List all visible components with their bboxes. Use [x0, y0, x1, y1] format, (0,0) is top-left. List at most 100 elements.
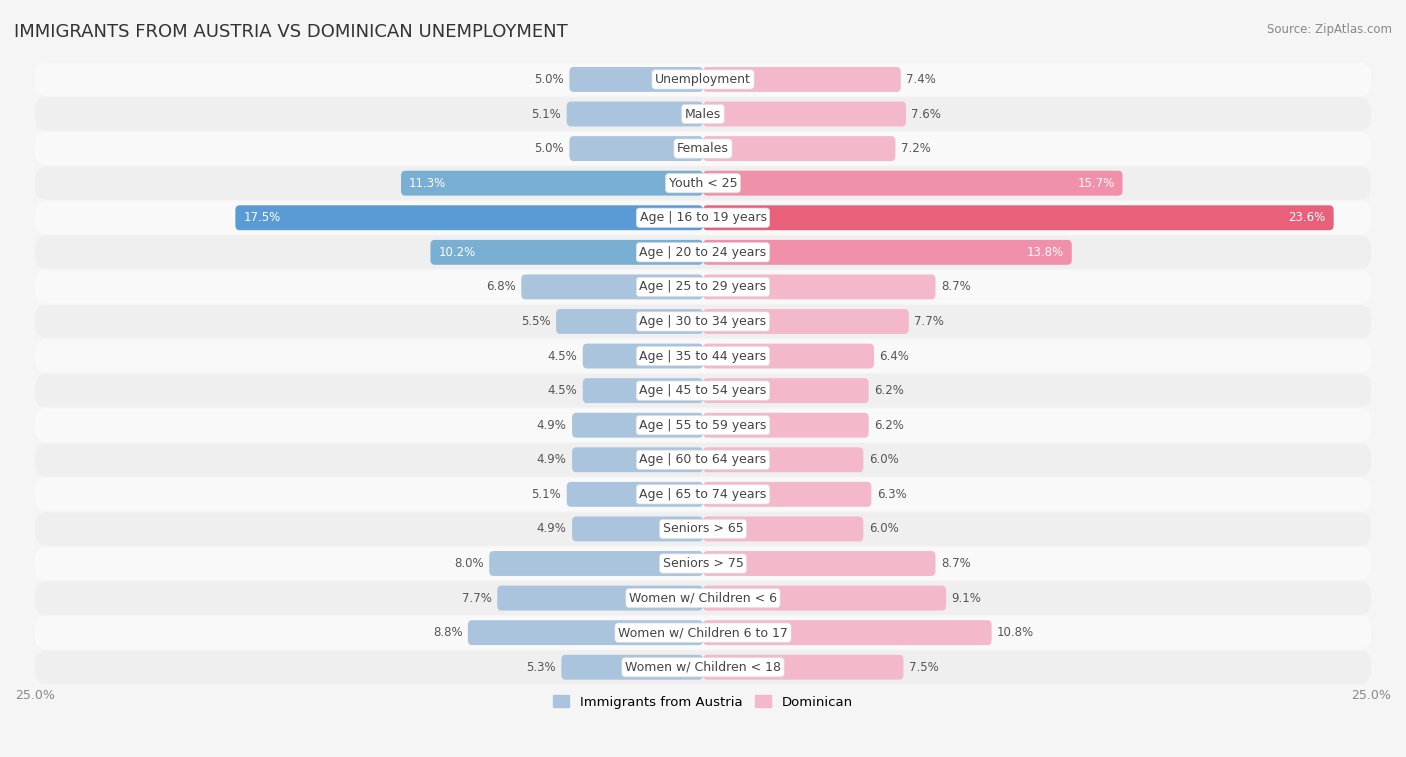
- Text: 6.2%: 6.2%: [875, 419, 904, 431]
- Text: Age | 20 to 24 years: Age | 20 to 24 years: [640, 246, 766, 259]
- Text: 8.7%: 8.7%: [941, 557, 970, 570]
- FancyBboxPatch shape: [35, 651, 1371, 684]
- Text: 8.8%: 8.8%: [433, 626, 463, 639]
- Text: 7.4%: 7.4%: [905, 73, 936, 86]
- FancyBboxPatch shape: [569, 136, 703, 161]
- Text: 23.6%: 23.6%: [1288, 211, 1326, 224]
- FancyBboxPatch shape: [703, 275, 935, 299]
- FancyBboxPatch shape: [582, 378, 703, 403]
- FancyBboxPatch shape: [498, 586, 703, 611]
- FancyBboxPatch shape: [430, 240, 703, 265]
- FancyBboxPatch shape: [235, 205, 703, 230]
- FancyBboxPatch shape: [703, 344, 875, 369]
- FancyBboxPatch shape: [703, 205, 1334, 230]
- FancyBboxPatch shape: [35, 305, 1371, 338]
- Legend: Immigrants from Austria, Dominican: Immigrants from Austria, Dominican: [548, 690, 858, 714]
- FancyBboxPatch shape: [703, 171, 1122, 195]
- FancyBboxPatch shape: [489, 551, 703, 576]
- Text: Seniors > 65: Seniors > 65: [662, 522, 744, 535]
- Text: 17.5%: 17.5%: [243, 211, 281, 224]
- FancyBboxPatch shape: [582, 344, 703, 369]
- FancyBboxPatch shape: [703, 516, 863, 541]
- Text: 5.0%: 5.0%: [534, 142, 564, 155]
- Text: 5.3%: 5.3%: [526, 661, 555, 674]
- Text: 10.8%: 10.8%: [997, 626, 1033, 639]
- FancyBboxPatch shape: [703, 586, 946, 611]
- Text: 7.6%: 7.6%: [911, 107, 941, 120]
- Text: Seniors > 75: Seniors > 75: [662, 557, 744, 570]
- Text: 4.5%: 4.5%: [548, 384, 578, 397]
- FancyBboxPatch shape: [35, 478, 1371, 511]
- Text: 5.1%: 5.1%: [531, 107, 561, 120]
- Text: 8.7%: 8.7%: [941, 280, 970, 294]
- FancyBboxPatch shape: [703, 309, 908, 334]
- Text: 4.5%: 4.5%: [548, 350, 578, 363]
- FancyBboxPatch shape: [703, 240, 1071, 265]
- FancyBboxPatch shape: [401, 171, 703, 195]
- FancyBboxPatch shape: [703, 551, 935, 576]
- Text: 9.1%: 9.1%: [952, 591, 981, 605]
- FancyBboxPatch shape: [35, 409, 1371, 442]
- Text: Age | 65 to 74 years: Age | 65 to 74 years: [640, 488, 766, 501]
- Text: Age | 16 to 19 years: Age | 16 to 19 years: [640, 211, 766, 224]
- Text: 25.0%: 25.0%: [15, 689, 55, 702]
- FancyBboxPatch shape: [35, 63, 1371, 96]
- Text: 6.3%: 6.3%: [877, 488, 907, 501]
- Text: 10.2%: 10.2%: [439, 246, 475, 259]
- Text: 15.7%: 15.7%: [1077, 176, 1115, 190]
- FancyBboxPatch shape: [35, 339, 1371, 372]
- Text: Source: ZipAtlas.com: Source: ZipAtlas.com: [1267, 23, 1392, 36]
- FancyBboxPatch shape: [703, 136, 896, 161]
- Text: 11.3%: 11.3%: [409, 176, 446, 190]
- Text: 13.8%: 13.8%: [1026, 246, 1064, 259]
- FancyBboxPatch shape: [703, 482, 872, 506]
- Text: 8.0%: 8.0%: [454, 557, 484, 570]
- FancyBboxPatch shape: [35, 374, 1371, 407]
- FancyBboxPatch shape: [522, 275, 703, 299]
- FancyBboxPatch shape: [35, 512, 1371, 546]
- Text: Unemployment: Unemployment: [655, 73, 751, 86]
- Text: Youth < 25: Youth < 25: [669, 176, 737, 190]
- FancyBboxPatch shape: [567, 482, 703, 506]
- Text: Males: Males: [685, 107, 721, 120]
- FancyBboxPatch shape: [572, 447, 703, 472]
- FancyBboxPatch shape: [703, 378, 869, 403]
- FancyBboxPatch shape: [35, 98, 1371, 131]
- FancyBboxPatch shape: [35, 201, 1371, 235]
- Text: 6.0%: 6.0%: [869, 453, 898, 466]
- Text: 7.2%: 7.2%: [901, 142, 931, 155]
- FancyBboxPatch shape: [555, 309, 703, 334]
- Text: 6.0%: 6.0%: [869, 522, 898, 535]
- Text: Age | 55 to 59 years: Age | 55 to 59 years: [640, 419, 766, 431]
- FancyBboxPatch shape: [35, 132, 1371, 165]
- FancyBboxPatch shape: [35, 581, 1371, 615]
- FancyBboxPatch shape: [572, 413, 703, 438]
- Text: 6.8%: 6.8%: [486, 280, 516, 294]
- Text: Females: Females: [678, 142, 728, 155]
- FancyBboxPatch shape: [703, 655, 904, 680]
- FancyBboxPatch shape: [35, 547, 1371, 580]
- FancyBboxPatch shape: [703, 620, 991, 645]
- Text: Age | 45 to 54 years: Age | 45 to 54 years: [640, 384, 766, 397]
- FancyBboxPatch shape: [703, 413, 869, 438]
- FancyBboxPatch shape: [35, 443, 1371, 476]
- FancyBboxPatch shape: [35, 167, 1371, 200]
- Text: Age | 35 to 44 years: Age | 35 to 44 years: [640, 350, 766, 363]
- Text: Women w/ Children 6 to 17: Women w/ Children 6 to 17: [619, 626, 787, 639]
- Text: Age | 30 to 34 years: Age | 30 to 34 years: [640, 315, 766, 328]
- FancyBboxPatch shape: [572, 516, 703, 541]
- FancyBboxPatch shape: [561, 655, 703, 680]
- Text: 5.0%: 5.0%: [534, 73, 564, 86]
- FancyBboxPatch shape: [35, 616, 1371, 650]
- FancyBboxPatch shape: [35, 235, 1371, 269]
- Text: Age | 25 to 29 years: Age | 25 to 29 years: [640, 280, 766, 294]
- Text: 4.9%: 4.9%: [537, 453, 567, 466]
- Text: 5.5%: 5.5%: [522, 315, 551, 328]
- Text: 25.0%: 25.0%: [1351, 689, 1391, 702]
- FancyBboxPatch shape: [35, 270, 1371, 304]
- Text: 5.1%: 5.1%: [531, 488, 561, 501]
- Text: 6.2%: 6.2%: [875, 384, 904, 397]
- Text: Women w/ Children < 6: Women w/ Children < 6: [628, 591, 778, 605]
- Text: 4.9%: 4.9%: [537, 522, 567, 535]
- Text: Age | 60 to 64 years: Age | 60 to 64 years: [640, 453, 766, 466]
